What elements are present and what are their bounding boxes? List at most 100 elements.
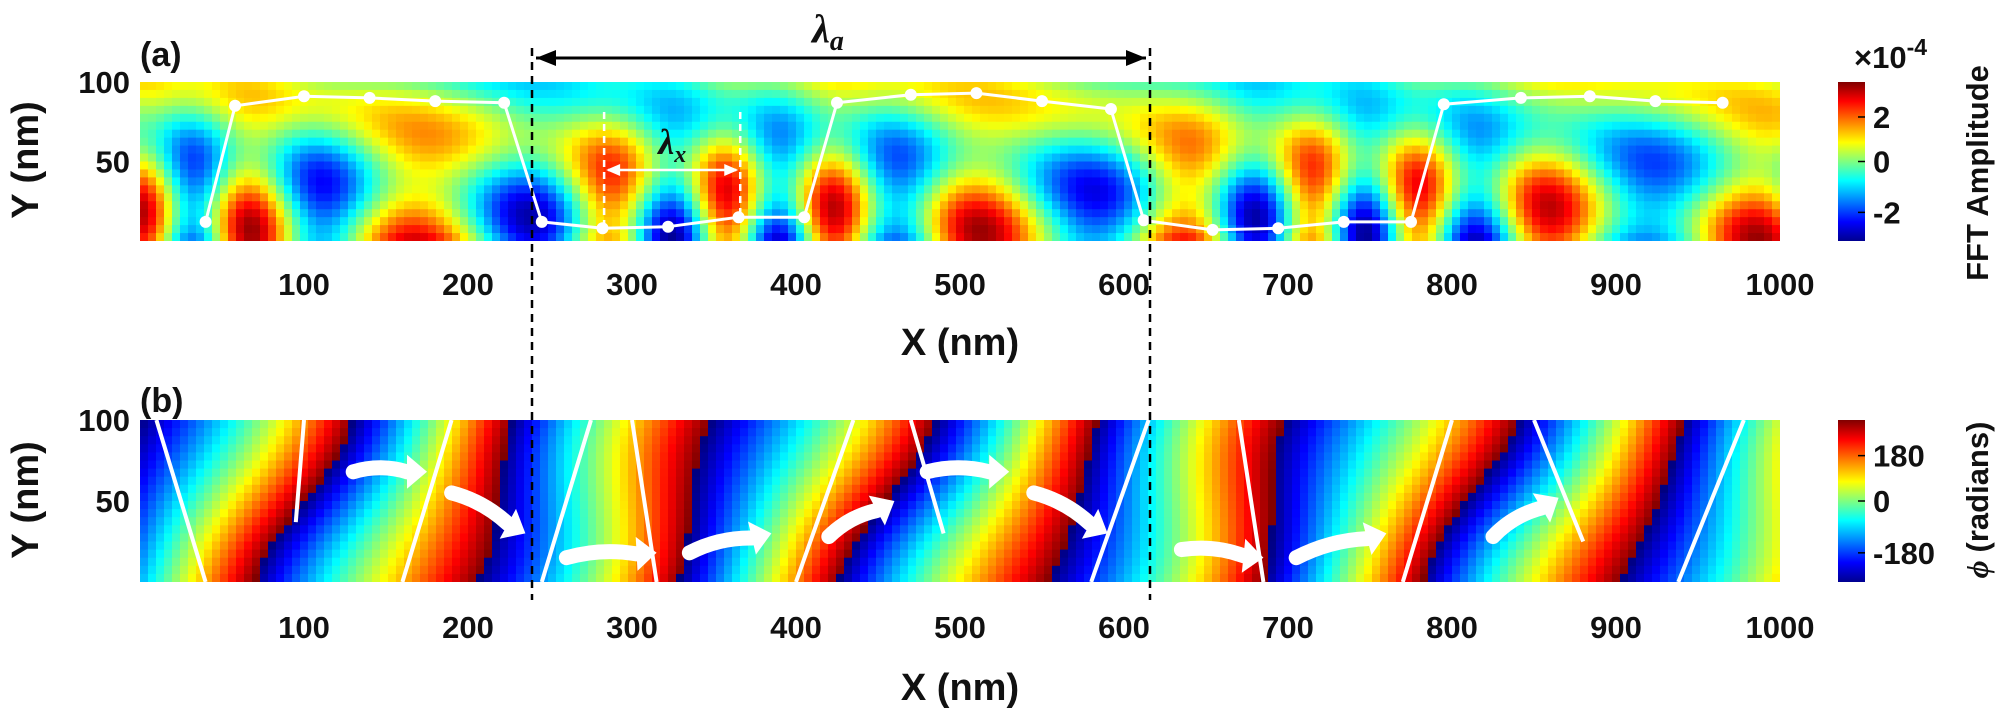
heatmap-cell bbox=[940, 177, 949, 186]
heatmap-cell bbox=[1204, 82, 1213, 91]
heatmap-cell bbox=[1044, 137, 1053, 147]
heatmap-cell bbox=[316, 420, 325, 429]
heatmap-cell bbox=[1076, 217, 1085, 226]
heatmap-cell bbox=[196, 501, 205, 510]
heatmap-cell bbox=[148, 121, 157, 131]
heatmap-cell bbox=[1564, 113, 1573, 123]
heatmap-cell bbox=[436, 509, 445, 518]
heatmap-cell bbox=[1412, 153, 1421, 163]
heatmap-cell bbox=[732, 225, 741, 234]
heatmap-cell bbox=[180, 201, 189, 210]
heatmap-cell bbox=[364, 169, 373, 178]
heatmap-cell bbox=[396, 82, 405, 91]
heatmap-cell bbox=[1644, 169, 1653, 178]
heatmap-cell bbox=[956, 105, 965, 115]
heatmap-cell bbox=[516, 185, 525, 194]
heatmap-cell bbox=[1612, 217, 1621, 226]
heatmap-cell bbox=[420, 541, 429, 551]
heatmap-cell bbox=[1532, 89, 1541, 99]
heatmap-cell bbox=[180, 573, 189, 582]
heatmap-cell bbox=[1580, 201, 1589, 210]
heatmap-cell bbox=[1044, 185, 1053, 194]
heatmap-cell bbox=[156, 145, 165, 155]
heatmap-cell bbox=[1604, 217, 1613, 226]
heatmap-cell bbox=[1340, 169, 1349, 178]
heatmap-cell bbox=[1708, 145, 1717, 155]
heatmap-cell bbox=[436, 137, 445, 147]
heatmap-cell bbox=[228, 517, 237, 526]
heatmap-cell bbox=[1476, 161, 1485, 171]
heatmap-cell bbox=[516, 89, 525, 99]
heatmap-cell bbox=[396, 185, 405, 194]
heatmap-cell bbox=[908, 82, 917, 91]
heatmap-cell bbox=[1708, 177, 1717, 186]
heatmap-cell bbox=[676, 105, 685, 115]
heatmap-cell bbox=[1468, 225, 1477, 234]
heatmap-cell bbox=[772, 161, 781, 171]
heatmap-cell bbox=[308, 185, 317, 194]
heatmap-cell bbox=[700, 97, 709, 107]
heatmap-cell bbox=[1108, 169, 1117, 178]
heatmap-cell bbox=[828, 153, 837, 163]
heatmap-cell bbox=[1612, 161, 1621, 171]
heatmap-cell bbox=[820, 129, 829, 139]
heatmap-cell bbox=[1764, 153, 1773, 163]
heatmap-cell bbox=[140, 541, 149, 551]
heatmap-cell bbox=[1244, 201, 1253, 210]
heatmap-cell bbox=[1676, 145, 1685, 155]
heatmap-cell bbox=[900, 97, 909, 107]
heatmap-cell bbox=[588, 217, 597, 226]
heatmap-cell bbox=[732, 233, 741, 241]
heatmap-cell bbox=[268, 492, 277, 502]
heatmap-cell bbox=[436, 209, 445, 218]
heatmap-cell bbox=[148, 97, 157, 107]
heatmap-cell bbox=[1764, 217, 1773, 226]
heatmap-cell bbox=[820, 193, 829, 202]
heatmap-cell bbox=[740, 209, 749, 218]
heatmap-cell bbox=[780, 225, 789, 234]
heatmap-cell bbox=[164, 436, 173, 445]
heatmap-cell bbox=[468, 460, 477, 470]
heatmap-cell bbox=[1396, 161, 1405, 171]
heatmap-cell bbox=[220, 217, 229, 226]
heatmap-cell bbox=[484, 89, 493, 99]
heatmap-cell bbox=[996, 89, 1005, 99]
lambda-x-subscript: x bbox=[673, 142, 686, 168]
heatmap-cell bbox=[212, 484, 221, 494]
heatmap-cell bbox=[204, 428, 213, 437]
heatmap-cell bbox=[596, 145, 605, 155]
heatmap-cell bbox=[1284, 193, 1293, 202]
heatmap-cell bbox=[1140, 209, 1149, 218]
heatmap-cell bbox=[764, 121, 773, 131]
heatmap-cell bbox=[1140, 121, 1149, 131]
heatmap-cell bbox=[276, 145, 285, 155]
heatmap-cell bbox=[636, 82, 645, 91]
heatmap-cell bbox=[1364, 129, 1373, 139]
heatmap-cell bbox=[252, 484, 261, 494]
heatmap-cell bbox=[372, 233, 381, 241]
heatmap-cell bbox=[388, 517, 397, 526]
heatmap-cell bbox=[612, 185, 621, 194]
heatmap-cell bbox=[548, 97, 557, 107]
heatmap-cell bbox=[1300, 89, 1309, 99]
heatmap-cell bbox=[604, 89, 613, 99]
heatmap-cell bbox=[908, 137, 917, 147]
heatmap-cell bbox=[260, 452, 269, 462]
heatmap-cell bbox=[564, 233, 573, 241]
heatmap-cell bbox=[1316, 217, 1325, 226]
heatmap-cell bbox=[1284, 145, 1293, 155]
heatmap-cell bbox=[1316, 153, 1325, 163]
heatmap-cell bbox=[1356, 105, 1365, 115]
heatmap-cell bbox=[668, 193, 677, 202]
heatmap-cell bbox=[1164, 193, 1173, 202]
heatmap-cell bbox=[324, 420, 333, 429]
heatmap-cell bbox=[1276, 121, 1285, 131]
heatmap-cell bbox=[164, 533, 173, 543]
heatmap-cell bbox=[1676, 137, 1685, 147]
heatmap-cell bbox=[444, 525, 453, 534]
heatmap-cell bbox=[420, 476, 429, 486]
heatmap-cell bbox=[508, 201, 517, 210]
heatmap-cell bbox=[1492, 97, 1501, 107]
heatmap-cell bbox=[1596, 217, 1605, 226]
heatmap-cell bbox=[924, 137, 933, 147]
